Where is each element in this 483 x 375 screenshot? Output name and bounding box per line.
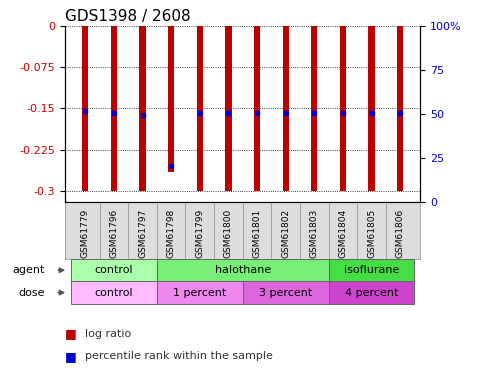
Text: dose: dose [19,288,45,298]
Text: agent: agent [13,265,45,275]
Text: GSM61803: GSM61803 [310,209,319,258]
Bar [397,26,403,191]
Bar [140,26,146,191]
Text: GSM61806: GSM61806 [396,209,405,258]
Bar [157,259,328,281]
Text: GSM61799: GSM61799 [195,209,204,258]
Text: isoflurane: isoflurane [344,265,399,275]
Bar [328,259,414,281]
Bar [225,26,231,191]
Bar [71,281,157,304]
Bar [111,26,117,191]
Bar [157,281,243,304]
Text: percentile rank within the sample: percentile rank within the sample [85,351,272,361]
Bar [254,26,260,191]
Bar [311,26,317,191]
Text: ■: ■ [65,327,77,340]
Text: GSM61798: GSM61798 [167,209,176,258]
Text: GSM61802: GSM61802 [281,209,290,258]
Text: GSM61796: GSM61796 [109,209,118,258]
Bar [71,259,157,281]
Bar [328,281,414,304]
Text: GSM61801: GSM61801 [253,209,261,258]
Text: ■: ■ [65,350,77,363]
Text: GSM61779: GSM61779 [81,209,90,258]
Text: GSM61797: GSM61797 [138,209,147,258]
Bar [243,281,328,304]
Text: GSM61804: GSM61804 [339,209,347,258]
Text: log ratio: log ratio [85,329,131,339]
Text: GDS1398 / 2608: GDS1398 / 2608 [65,9,191,24]
Text: GSM61800: GSM61800 [224,209,233,258]
Text: halothane: halothane [214,265,271,275]
Text: control: control [95,265,133,275]
Text: 3 percent: 3 percent [259,288,313,298]
Bar [168,26,174,171]
Bar [197,26,203,191]
Text: 1 percent: 1 percent [173,288,227,298]
Bar [82,26,88,191]
Text: control: control [95,288,133,298]
Bar [283,26,289,191]
Bar [340,26,346,191]
Bar [369,26,375,191]
Text: GSM61805: GSM61805 [367,209,376,258]
Text: 4 percent: 4 percent [345,288,398,298]
